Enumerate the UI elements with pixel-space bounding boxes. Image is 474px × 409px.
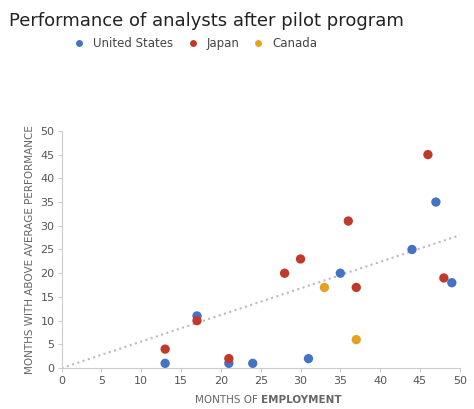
- Point: [297, 256, 304, 262]
- Point: [448, 279, 456, 286]
- Point: [320, 284, 328, 291]
- Point: [225, 360, 233, 366]
- Point: [161, 360, 169, 366]
- Point: [305, 355, 312, 362]
- Y-axis label: MONTHS WITH ABOVE AVERAGE PERFORMANCE: MONTHS WITH ABOVE AVERAGE PERFORMANCE: [25, 125, 35, 374]
- Text: Performance of analysts after pilot program: Performance of analysts after pilot prog…: [9, 12, 404, 30]
- Text: MONTHS OF: MONTHS OF: [194, 395, 261, 405]
- Point: [281, 270, 288, 276]
- Text: EMPLOYMENT: EMPLOYMENT: [261, 395, 341, 405]
- Point: [193, 312, 201, 319]
- Point: [345, 218, 352, 224]
- Point: [353, 336, 360, 343]
- Point: [193, 317, 201, 324]
- Point: [408, 246, 416, 253]
- Point: [353, 284, 360, 291]
- Legend: United States, Japan, Canada: United States, Japan, Canada: [67, 37, 318, 50]
- Point: [424, 151, 432, 158]
- Point: [225, 355, 233, 362]
- Point: [440, 275, 447, 281]
- Point: [337, 270, 344, 276]
- Point: [249, 360, 256, 366]
- Point: [432, 199, 440, 205]
- Point: [161, 346, 169, 353]
